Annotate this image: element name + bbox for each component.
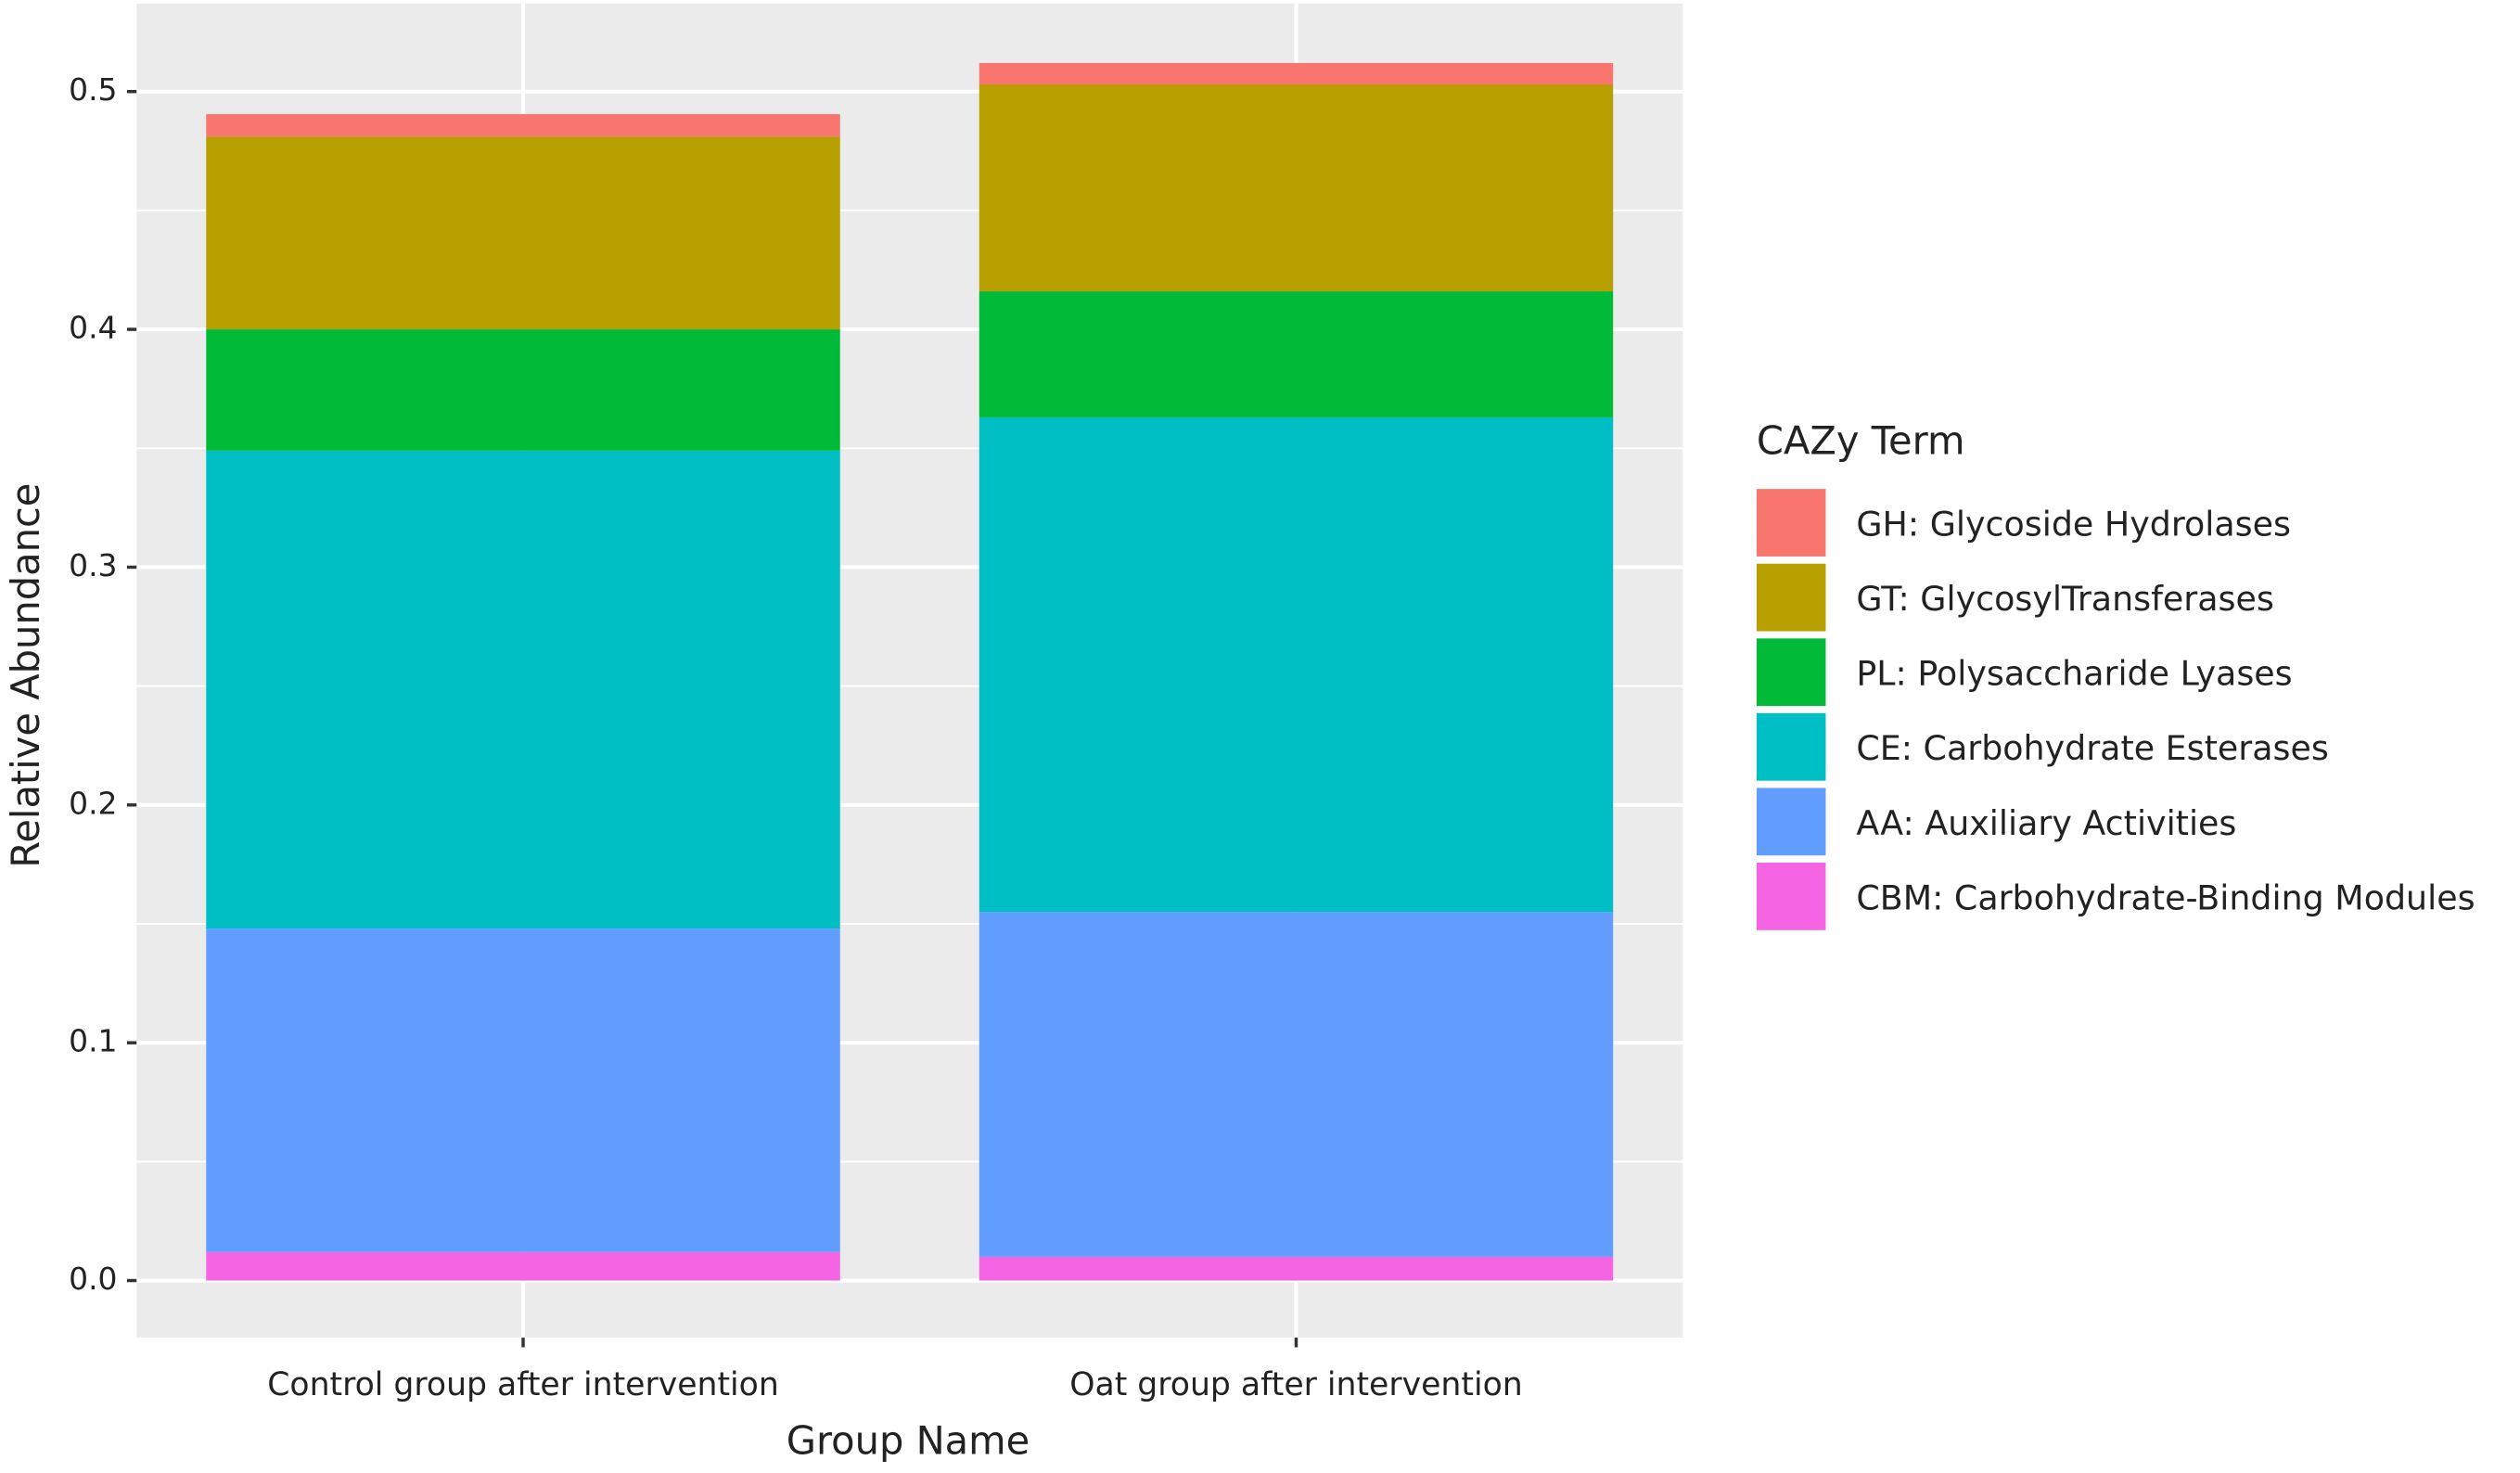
legend-swatch [1756,863,1826,930]
y-tick-label: 0.1 [69,1023,117,1059]
y-tick-label: 0.5 [69,71,117,108]
legend-title: CAZy Term [1757,418,1965,464]
bar-segment [979,84,1614,292]
y-tick-label: 0.4 [69,310,117,346]
legend-label: AA: Auxiliary Activities [1856,803,2236,843]
legend-swatch [1756,788,1826,856]
bar-segment [979,291,1614,417]
legend-swatch [1756,489,1826,557]
y-axis-label: Relative Abundance [3,483,48,868]
legend-swatch [1756,712,1826,781]
bar-segment [206,329,840,451]
bar-segment [206,929,840,1252]
legend-swatch [1756,638,1826,707]
y-tick-label: 0.0 [69,1261,117,1297]
bar-segment [979,1256,1614,1281]
legend-label: PL: Polysaccharide Lyases [1856,654,2292,694]
y-tick-label: 0.2 [69,785,117,821]
y-tick-label: 0.3 [69,547,117,583]
legend-label: CE: Carbohydrate Esterases [1856,728,2328,768]
bar-segment [979,62,1614,85]
bar-segment [206,1251,840,1281]
legend-label: CBM: Carbohydrate-Binding Modules [1856,877,2475,917]
bar-segment [979,912,1614,1257]
x-axis-label: Group Name [787,1417,1030,1463]
bar-segment [206,136,840,330]
x-tick-label: Control group after intervention [267,1366,779,1403]
bar-segment [206,114,840,137]
legend-label: GH: Glycoside Hydrolases [1856,505,2291,544]
legend-label: GT: GlycosylTransferases [1856,579,2273,619]
x-tick-label: Oat group after intervention [1069,1366,1523,1403]
bar-segment [979,416,1614,913]
legend-swatch [1756,563,1826,632]
bar-segment [206,450,840,929]
